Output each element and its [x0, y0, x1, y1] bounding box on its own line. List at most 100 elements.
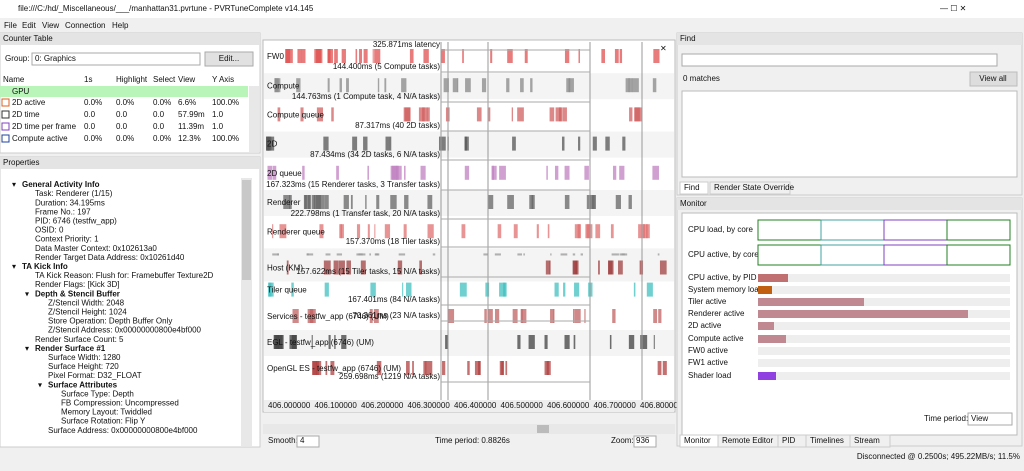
checkbox[interactable]	[1, 98, 10, 107]
task-block	[631, 78, 639, 93]
checkbox[interactable]	[1, 110, 10, 119]
task-block	[341, 49, 346, 63]
task-block	[646, 282, 653, 297]
combo-value: 0: Graphics	[35, 54, 76, 63]
tree-item: Z/Stencil Height: 1024	[48, 308, 127, 317]
checkbox[interactable]	[1, 134, 10, 143]
task-block	[352, 136, 358, 151]
button[interactable]	[204, 51, 254, 67]
status-bar: Disconnected @ 0.2500s; 495.22MB/s; 11.5…	[857, 452, 1020, 461]
task-block	[658, 309, 662, 323]
task-block	[412, 361, 414, 375]
task-block	[319, 224, 324, 239]
combo[interactable]	[31, 52, 201, 66]
hscroll-thumb[interactable]	[537, 425, 549, 433]
task-block	[628, 335, 635, 349]
task-block	[494, 309, 500, 323]
results	[681, 90, 1018, 178]
spin[interactable]	[296, 435, 320, 448]
title-bar	[0, 0, 1024, 18]
menu-item[interactable]: Help	[112, 21, 129, 30]
tree-item: Duration: 34.195ms	[35, 198, 105, 207]
find-input[interactable]	[681, 53, 998, 67]
menu-item[interactable]: Edit	[22, 21, 37, 30]
tree-item: FB Compression: Uncompressed	[61, 399, 179, 408]
task-block	[406, 361, 410, 375]
monitor-label: Tiler active	[688, 297, 727, 306]
task-block	[487, 309, 493, 323]
combo[interactable]	[967, 412, 1013, 426]
task-block	[291, 335, 298, 349]
cell: 57.99m	[178, 110, 205, 119]
track-label: 2D queue	[267, 169, 302, 178]
tab[interactable]	[709, 181, 791, 195]
task-block	[520, 78, 524, 93]
cell: 0.0	[84, 122, 96, 131]
tab-label[interactable]: Render State Override	[714, 183, 795, 192]
spin[interactable]	[633, 435, 657, 448]
task-block	[323, 260, 331, 275]
axis-bar	[264, 400, 674, 412]
panel-title: Find	[680, 34, 696, 43]
tree-item: Surface Type: Depth	[61, 389, 134, 398]
close[interactable]: ✕	[660, 44, 667, 53]
task-block	[640, 335, 648, 349]
task-block	[609, 335, 612, 349]
menu-item[interactable]: View	[42, 21, 59, 30]
task-block	[409, 49, 414, 63]
checkbox[interactable]	[1, 122, 10, 131]
time-tick: 406.100000	[315, 401, 358, 410]
tree-item: Render Flags: [Kick 3D]	[35, 280, 119, 289]
win-controls[interactable]: — ☐ ✕	[940, 4, 966, 13]
tab-label[interactable]: Monitor	[684, 436, 711, 445]
task-block	[402, 282, 404, 297]
measurement: 167.323ms (15 Renderer tasks, 3 Transfer…	[266, 180, 440, 189]
measurement: 167.401ms (84 N/A tasks)	[348, 295, 440, 304]
tree-item: Surface Attributes	[48, 380, 118, 389]
tab-label[interactable]: Stream	[854, 436, 880, 445]
button-label[interactable]: View all	[979, 74, 1007, 83]
tree-item: PID: 6746 (testfw_app)	[35, 217, 117, 226]
tree-item: Z/Stencil Width: 2048	[48, 298, 125, 307]
task-block	[268, 282, 272, 297]
tab[interactable]	[679, 181, 709, 195]
task-block	[474, 361, 481, 375]
tab[interactable]	[849, 434, 891, 448]
tree-item: Surface Width: 1280	[48, 353, 121, 362]
tab-label[interactable]: Remote Editor	[722, 436, 773, 445]
task-block	[513, 224, 518, 239]
task-block	[297, 49, 302, 63]
task-block	[285, 49, 291, 63]
menu-item[interactable]: File	[4, 21, 17, 30]
task-block	[355, 49, 358, 63]
scrollbar	[249, 86, 259, 152]
task-block	[550, 309, 554, 323]
tree-item: Store Operation: Depth Buffer Only	[48, 317, 172, 326]
meter-bar	[758, 310, 968, 318]
task-block	[574, 282, 580, 297]
task-block	[531, 195, 534, 209]
track-label: Compute	[267, 81, 300, 90]
task-block	[267, 165, 273, 180]
track-label: Tiler queue	[267, 286, 307, 295]
menu-item[interactable]: Connection	[65, 21, 105, 30]
tree-arrow: ▾	[25, 344, 29, 353]
task-block	[646, 224, 648, 239]
task-block	[545, 260, 550, 275]
button-label[interactable]: Edit...	[219, 54, 239, 63]
task-block	[404, 195, 409, 209]
tab-label[interactable]: PID	[782, 436, 796, 445]
cell: 1.0	[212, 122, 224, 131]
task-block	[319, 195, 325, 209]
meter-bar	[758, 372, 776, 380]
task-block	[546, 165, 548, 180]
tab-label[interactable]: Timelines	[810, 436, 844, 445]
task-block	[517, 335, 521, 349]
group-row-label: GPU	[12, 87, 30, 96]
tab-label[interactable]: Find	[684, 183, 700, 192]
task-block	[423, 361, 427, 375]
task-block	[425, 361, 433, 375]
button[interactable]	[969, 71, 1018, 87]
task-block	[577, 224, 582, 239]
